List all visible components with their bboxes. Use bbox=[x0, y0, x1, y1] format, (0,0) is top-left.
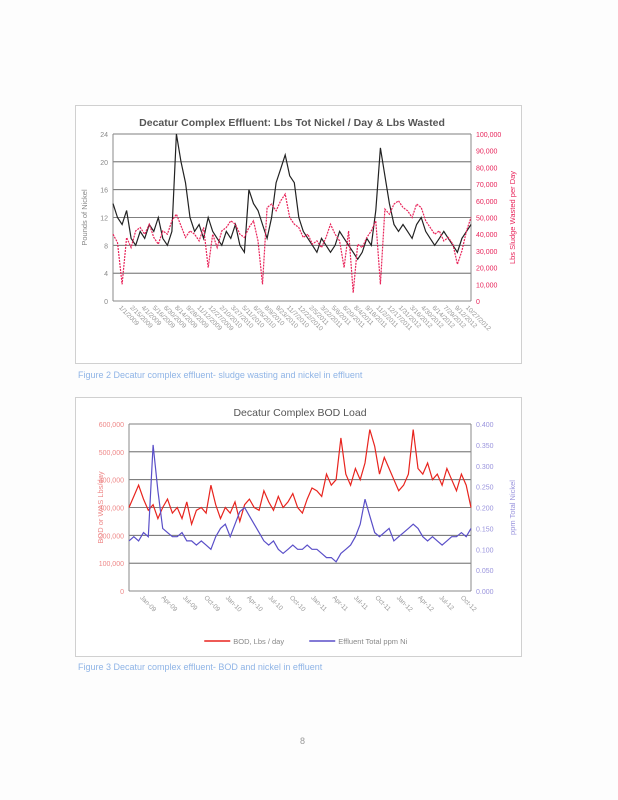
y2-tick-label: 60,000 bbox=[476, 199, 498, 206]
y2-tick-label: 0.050 bbox=[476, 568, 494, 575]
x-tick-label: Oct-11 bbox=[373, 594, 392, 613]
y-tick-label: 400,000 bbox=[99, 478, 124, 485]
x-tick-label: Jan-12 bbox=[395, 594, 414, 613]
chart-title: Decatur Complex Effluent: Lbs Tot Nickel… bbox=[139, 117, 445, 129]
series-line-effluent-total-ppm-ni bbox=[128, 444, 472, 563]
series-line-lbs-wasted bbox=[112, 192, 472, 293]
y-tick-label: 20 bbox=[100, 160, 108, 167]
y2-tick-label: 100,000 bbox=[476, 132, 501, 139]
y-tick-label: 200,000 bbox=[99, 533, 124, 540]
y2-tick-label: 0.350 bbox=[476, 443, 494, 450]
x-tick-label: Jan-10 bbox=[224, 594, 243, 613]
y2-tick-label: 0.150 bbox=[476, 526, 494, 533]
y2-axis-title: ppm Total Nickel bbox=[508, 480, 517, 535]
y2-tick-label: 20,000 bbox=[476, 266, 498, 273]
y-axis-title: Pounds of Nickel bbox=[80, 189, 89, 246]
y-tick-label: 12 bbox=[100, 216, 108, 223]
legend-label: Effluent Total ppm Ni bbox=[338, 637, 407, 646]
x-tick-label: Oct-09 bbox=[202, 594, 221, 613]
y2-tick-label: 50,000 bbox=[476, 216, 498, 223]
x-tick-label: Jan-09 bbox=[138, 594, 157, 613]
y2-tick-label: 0 bbox=[476, 299, 480, 306]
y2-axis-title: Lbs Sludge Wasted per Day bbox=[508, 171, 517, 264]
series-line-lbs-tot-nickel-day bbox=[112, 133, 472, 261]
y2-tick-label: 0.400 bbox=[476, 422, 494, 429]
page-number: 8 bbox=[300, 736, 306, 746]
figure-3-caption: Figure 3 Decatur complex effluent- BOD a… bbox=[78, 662, 323, 672]
x-tick-label: Jul-09 bbox=[181, 594, 199, 612]
y2-tick-label: 70,000 bbox=[476, 182, 498, 189]
y-axis-title: BOD or WAS Lbs/day bbox=[96, 471, 105, 543]
y-tick-label: 500,000 bbox=[99, 450, 124, 457]
y-tick-label: 600,000 bbox=[99, 422, 124, 429]
x-tick-label: Jul-11 bbox=[352, 594, 369, 611]
y-tick-label: 8 bbox=[104, 243, 108, 250]
figure-2-caption: Figure 2 Decatur complex effluent- sludg… bbox=[78, 370, 363, 380]
y2-tick-label: 0.100 bbox=[476, 547, 494, 554]
x-tick-label: Jul-10 bbox=[267, 594, 285, 612]
x-tick-label: Apr-11 bbox=[331, 594, 350, 613]
y2-tick-label: 30,000 bbox=[476, 249, 498, 256]
y-tick-label: 24 bbox=[100, 132, 108, 139]
y-tick-label: 16 bbox=[100, 188, 108, 195]
y-tick-label: 100,000 bbox=[99, 561, 124, 568]
y-tick-label: 0 bbox=[104, 299, 108, 306]
chart-title: Decatur Complex BOD Load bbox=[233, 407, 366, 419]
x-tick-label: Apr-12 bbox=[416, 594, 435, 613]
nickel-wasted-chart: Decatur Complex Effluent: Lbs Tot Nickel… bbox=[75, 105, 522, 364]
x-tick-label: Apr-09 bbox=[160, 594, 179, 613]
y2-tick-label: 10,000 bbox=[476, 282, 498, 289]
y2-tick-label: 40,000 bbox=[476, 232, 498, 239]
legend-label: BOD, Lbs / day bbox=[233, 637, 284, 646]
x-tick-label: Jul-12 bbox=[438, 594, 456, 612]
y2-tick-label: 0.000 bbox=[476, 589, 494, 596]
y-tick-label: 0 bbox=[120, 589, 124, 596]
y-tick-label: 300,000 bbox=[99, 506, 124, 513]
bod-load-chart: Decatur Complex BOD Load 0 100,000 200,000 3… bbox=[75, 397, 522, 657]
y-tick-label: 4 bbox=[104, 271, 108, 278]
bod-load-chart-svg: Decatur Complex BOD Load 0 100,000 200,000 3… bbox=[96, 407, 517, 646]
series-line-bod-lbs-day bbox=[128, 429, 472, 527]
y2-tick-label: 0.200 bbox=[476, 506, 494, 513]
y2-tick-label: 80,000 bbox=[476, 165, 498, 172]
y2-tick-label: 0.300 bbox=[476, 464, 494, 471]
x-tick-label: Oct-12 bbox=[459, 594, 478, 613]
x-tick-label: Apr-10 bbox=[245, 594, 264, 613]
x-tick-label: Oct-10 bbox=[288, 594, 307, 613]
nickel-wasted-chart-svg: Decatur Complex Effluent: Lbs Tot Nickel… bbox=[80, 117, 517, 333]
y2-tick-label: 0.250 bbox=[476, 485, 494, 492]
x-tick-label: Jan-11 bbox=[309, 594, 328, 613]
y2-tick-label: 90,000 bbox=[476, 149, 498, 156]
